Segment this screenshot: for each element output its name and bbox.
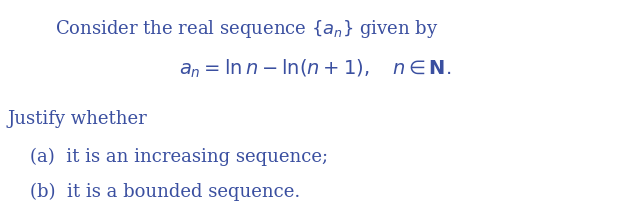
Text: $a_n = \ln n - \ln(n+1), \quad n \in \mathbf{N}.$: $a_n = \ln n - \ln(n+1), \quad n \in \ma… <box>179 58 451 80</box>
Text: Justify whether: Justify whether <box>8 110 148 128</box>
Text: Consider the real sequence $\{a_n\}$ given by: Consider the real sequence $\{a_n\}$ giv… <box>55 18 439 40</box>
Text: (a)  it is an increasing sequence;: (a) it is an increasing sequence; <box>30 148 328 166</box>
Text: (b)  it is a bounded sequence.: (b) it is a bounded sequence. <box>30 183 300 201</box>
